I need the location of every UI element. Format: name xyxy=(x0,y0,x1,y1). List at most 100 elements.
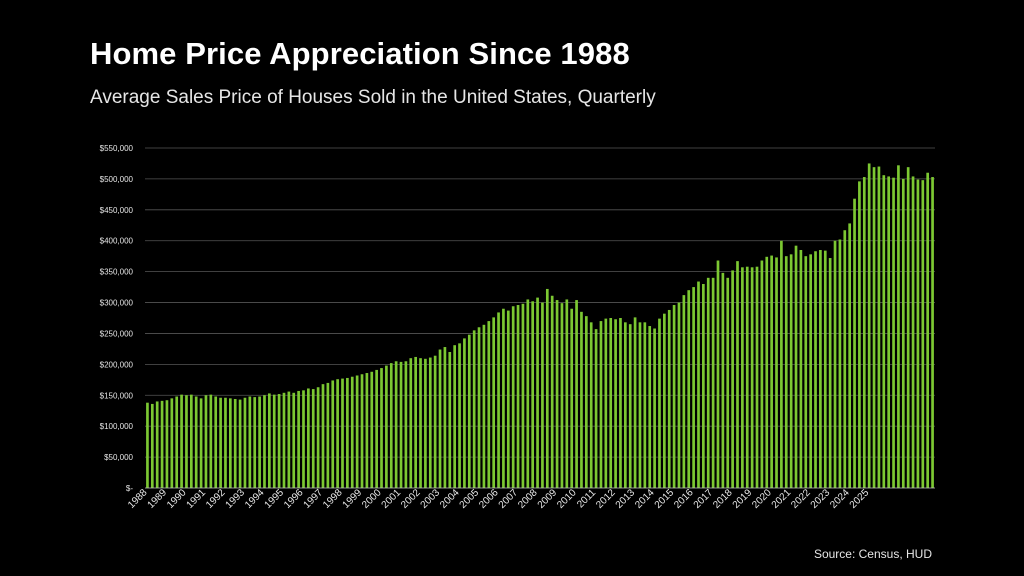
y-tick-label: $250,000 xyxy=(100,329,134,338)
bar xyxy=(482,324,486,488)
y-tick-label: $450,000 xyxy=(100,206,134,215)
bar xyxy=(477,327,481,488)
bar xyxy=(443,347,447,488)
y-tick-label: $50,000 xyxy=(104,453,133,462)
y-tick-label: $300,000 xyxy=(100,299,134,308)
bar xyxy=(404,361,408,488)
x-tick-label: 1991 xyxy=(185,487,209,511)
bar xyxy=(702,284,705,488)
bar xyxy=(755,266,759,488)
x-tick-label: 2005 xyxy=(458,487,482,511)
bar xyxy=(389,363,393,488)
x-tick-label: 1994 xyxy=(243,487,267,511)
bar xyxy=(789,254,793,488)
bar xyxy=(277,394,281,488)
bar xyxy=(780,240,783,488)
bar xyxy=(155,401,159,488)
x-tick-label: 1993 xyxy=(224,487,248,511)
bar xyxy=(531,301,535,488)
bar xyxy=(346,377,349,488)
bar xyxy=(872,167,876,488)
bar xyxy=(453,345,456,488)
x-tick-label: 2023 xyxy=(809,487,833,511)
bar xyxy=(843,230,847,488)
bar xyxy=(550,295,554,488)
x-tick-label: 2001 xyxy=(380,487,404,511)
x-tick-label: 1990 xyxy=(165,487,189,511)
x-tick-label: 2012 xyxy=(594,487,618,511)
bar xyxy=(628,324,632,488)
bar xyxy=(355,375,359,488)
bar xyxy=(497,312,500,488)
bar xyxy=(770,255,773,488)
bar xyxy=(848,223,851,489)
bar xyxy=(741,267,744,488)
x-tick-label: 2002 xyxy=(399,487,423,511)
bar xyxy=(575,300,578,488)
x-tick-label: 2018 xyxy=(711,487,735,511)
bar xyxy=(224,397,227,488)
x-tick-label: 2024 xyxy=(828,487,852,511)
bar xyxy=(862,177,866,489)
bar xyxy=(667,309,671,488)
bar xyxy=(467,334,471,488)
bar xyxy=(214,396,218,488)
bar xyxy=(506,310,510,488)
y-tick-label: $150,000 xyxy=(100,391,134,400)
x-tick-label: 2009 xyxy=(536,487,560,511)
bar xyxy=(633,317,637,488)
bar xyxy=(248,396,252,488)
bar xyxy=(326,382,330,488)
bar xyxy=(253,397,257,488)
bar xyxy=(419,358,422,488)
bar xyxy=(165,400,169,488)
bar xyxy=(619,318,622,488)
bar xyxy=(648,326,652,488)
bar xyxy=(511,306,515,488)
x-tick-label: 2007 xyxy=(497,487,521,511)
bar xyxy=(697,281,700,488)
y-tick-label: $500,000 xyxy=(100,175,134,184)
bar xyxy=(263,395,266,488)
x-tick-label: 2008 xyxy=(516,487,540,511)
x-tick-label: 2006 xyxy=(477,487,501,511)
bar xyxy=(716,260,720,488)
bar xyxy=(916,179,920,488)
x-tick-label: 2010 xyxy=(555,487,579,511)
y-tick-label: $550,000 xyxy=(100,144,134,153)
bar xyxy=(258,396,261,488)
x-tick-label: 1995 xyxy=(263,487,287,511)
bar xyxy=(536,297,539,488)
x-tick-label: 2004 xyxy=(438,487,462,511)
x-axis-tick-labels: 1988198919901991199219931994199519961997… xyxy=(126,487,872,511)
bar xyxy=(268,393,271,488)
bar xyxy=(653,328,656,488)
x-tick-label: 1998 xyxy=(321,487,345,511)
bar xyxy=(292,392,296,488)
bar xyxy=(882,175,886,488)
bar xyxy=(433,355,437,488)
bar xyxy=(409,358,413,488)
x-tick-label: 2013 xyxy=(614,487,638,511)
bar xyxy=(243,397,247,488)
bar xyxy=(604,318,608,488)
bar xyxy=(375,369,378,488)
slide-title: Home Price Appreciation Since 1988 xyxy=(90,36,630,71)
bar xyxy=(502,308,505,488)
bar xyxy=(287,391,291,488)
bar xyxy=(438,349,442,488)
bar xyxy=(750,267,754,488)
x-tick-label: 1989 xyxy=(146,487,170,511)
bar xyxy=(385,365,388,488)
bar xyxy=(736,261,739,488)
y-axis-tick-labels: $- $50,000 $100,000 $150,000 $200,000 $250,00… xyxy=(100,144,134,493)
x-tick-label: 2015 xyxy=(653,487,677,511)
bar xyxy=(238,399,242,488)
bar xyxy=(804,256,808,488)
bar xyxy=(316,387,320,488)
bar xyxy=(458,343,461,488)
bar xyxy=(609,318,613,488)
x-tick-label: 2022 xyxy=(789,487,813,511)
bar xyxy=(589,322,593,488)
